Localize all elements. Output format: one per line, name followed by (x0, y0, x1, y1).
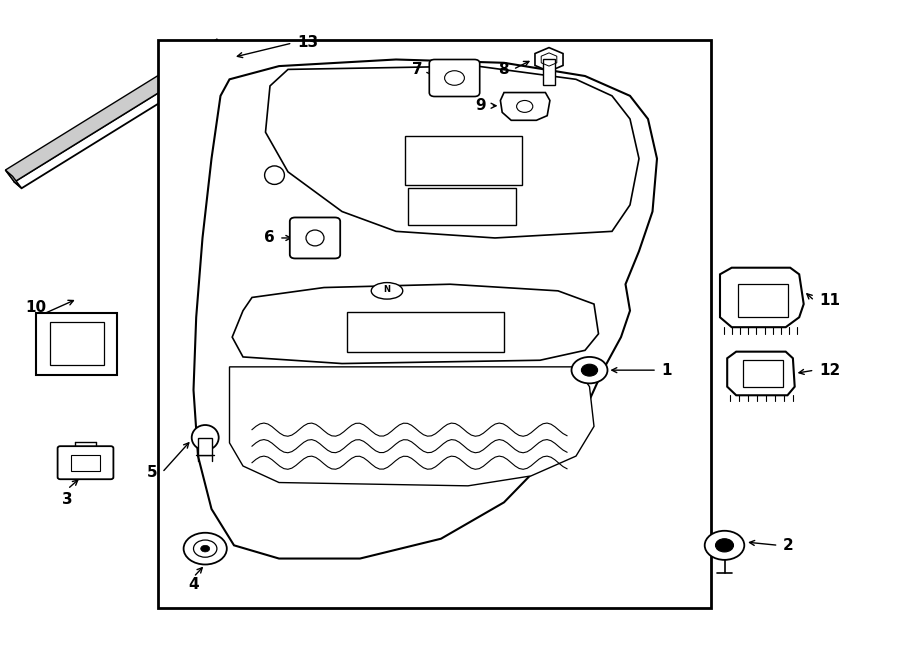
Text: 5: 5 (147, 465, 158, 480)
Polygon shape (535, 48, 563, 71)
Circle shape (716, 539, 733, 552)
Ellipse shape (371, 283, 403, 299)
Polygon shape (194, 59, 657, 559)
Ellipse shape (192, 425, 219, 450)
Polygon shape (14, 51, 233, 188)
Text: 11: 11 (819, 293, 840, 308)
Circle shape (184, 533, 227, 564)
Text: 9: 9 (475, 98, 486, 113)
Bar (50, 322, 104, 365)
Bar (346, 312, 504, 352)
Bar (408, 188, 516, 225)
FancyBboxPatch shape (429, 59, 480, 97)
Bar (71, 455, 100, 471)
Bar (742, 360, 783, 387)
Polygon shape (266, 66, 639, 238)
Text: 6: 6 (264, 231, 274, 245)
Polygon shape (727, 352, 795, 395)
Text: 4: 4 (188, 578, 199, 592)
Text: 1: 1 (662, 363, 672, 377)
Bar (405, 136, 522, 185)
Text: 13: 13 (297, 36, 318, 50)
Text: 10: 10 (25, 300, 47, 315)
FancyBboxPatch shape (290, 217, 340, 258)
Text: 7: 7 (412, 62, 423, 77)
Text: 8: 8 (498, 62, 508, 77)
Circle shape (201, 545, 210, 552)
Polygon shape (500, 93, 550, 120)
Polygon shape (5, 39, 226, 182)
Bar (543, 59, 555, 85)
Text: N: N (383, 285, 391, 294)
Circle shape (581, 364, 598, 376)
Ellipse shape (265, 166, 284, 184)
Bar (198, 438, 212, 455)
Bar (36, 313, 117, 375)
Polygon shape (230, 367, 594, 486)
Circle shape (572, 357, 608, 383)
Polygon shape (720, 268, 804, 327)
FancyBboxPatch shape (58, 446, 113, 479)
Text: 3: 3 (62, 492, 73, 506)
Polygon shape (5, 170, 22, 188)
Text: 2: 2 (783, 538, 794, 553)
Bar (158, 40, 711, 608)
Bar (738, 284, 788, 317)
Text: 12: 12 (819, 363, 841, 377)
Polygon shape (232, 284, 598, 364)
Circle shape (705, 531, 744, 560)
